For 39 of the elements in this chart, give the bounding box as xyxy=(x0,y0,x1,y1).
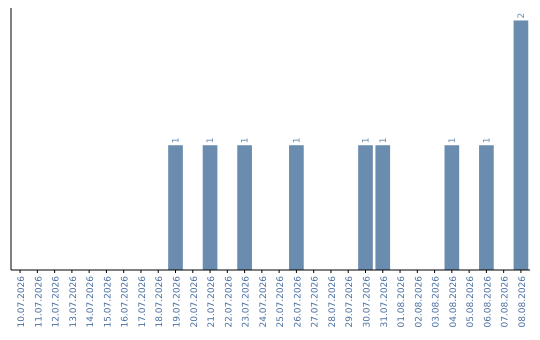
x-tick-label: 24.07.2026 xyxy=(258,276,269,328)
x-tick-label: 13.07.2026 xyxy=(68,276,79,328)
x-tick-label: 29.07.2026 xyxy=(345,276,356,328)
x-tick-label: 18.07.2026 xyxy=(155,276,166,328)
x-tick-label: 27.07.2026 xyxy=(310,276,321,328)
x-tick-label: 10.07.2026 xyxy=(17,276,28,328)
x-tick-label: 15.07.2026 xyxy=(103,276,114,328)
data-label: 1 xyxy=(482,138,492,144)
x-tick-label: 14.07.2026 xyxy=(86,276,96,328)
x-tick-label: 30.07.2026 xyxy=(362,276,372,328)
x-tick-label: 01.08.2026 xyxy=(397,276,408,328)
x-tick-label: 17.07.2026 xyxy=(138,276,148,328)
x-tick-label: 21.07.2026 xyxy=(207,276,218,328)
x-tick-label: 28.07.2026 xyxy=(328,276,338,328)
x-tick-label: 20.07.2026 xyxy=(190,276,200,328)
data-label: 1 xyxy=(206,138,216,144)
data-label: 1 xyxy=(172,138,182,144)
data-label: 1 xyxy=(448,138,458,144)
data-label: 2 xyxy=(516,12,527,18)
data-label: 1 xyxy=(378,138,389,144)
x-tick-label: 26.07.2026 xyxy=(293,276,304,328)
x-tick-label: 05.08.2026 xyxy=(466,276,476,328)
x-tick-label: 06.08.2026 xyxy=(483,276,494,328)
x-tick-label: 07.08.2026 xyxy=(500,276,511,328)
x-tick-label: 08.08.2026 xyxy=(518,276,528,328)
x-tick-label: 19.07.2026 xyxy=(172,276,183,328)
x-tick-label: 23.07.2026 xyxy=(242,276,252,328)
x-tick-label: 03.08.2026 xyxy=(432,276,442,328)
data-label: 1 xyxy=(361,138,372,144)
data-label: 1 xyxy=(292,138,302,144)
x-tick-label: 12.07.2026 xyxy=(52,276,62,328)
data-label: 1 xyxy=(240,138,251,144)
x-tick-label: 02.08.2026 xyxy=(414,276,424,328)
x-tick-label: 25.07.2026 xyxy=(276,276,286,328)
x-tick-label: 16.07.2026 xyxy=(120,276,131,328)
x-tick-label: 11.07.2026 xyxy=(34,276,44,328)
x-tick-label: 31.07.2026 xyxy=(380,276,390,328)
x-tick-label: 22.07.2026 xyxy=(224,276,234,328)
x-tick-label: 04.08.2026 xyxy=(448,276,459,328)
